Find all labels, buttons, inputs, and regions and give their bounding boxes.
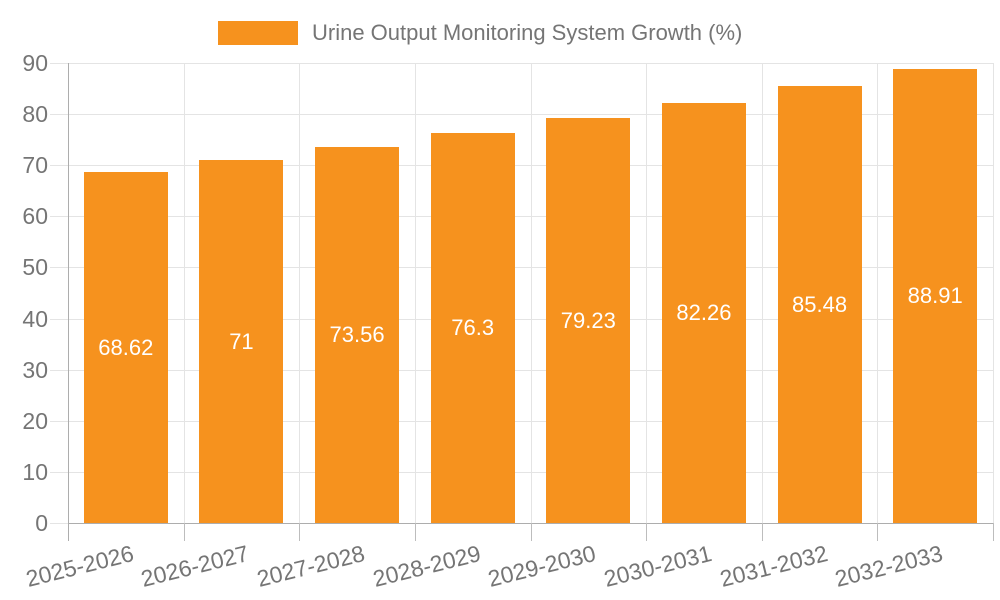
y-axis-label: 0 bbox=[35, 510, 48, 536]
y-tick bbox=[50, 216, 68, 218]
bar[interactable] bbox=[315, 147, 400, 523]
bar[interactable] bbox=[777, 86, 862, 523]
x-tick bbox=[993, 523, 994, 541]
x-tick bbox=[414, 523, 416, 541]
x-tick bbox=[877, 523, 879, 541]
v-gridline bbox=[414, 63, 416, 523]
bar[interactable] bbox=[893, 68, 978, 523]
y-axis-label: 40 bbox=[22, 305, 48, 332]
v-gridline bbox=[877, 63, 879, 523]
x-axis-label: 2029-2030 bbox=[485, 540, 599, 592]
y-axis-label: 30 bbox=[22, 356, 48, 383]
bar-value-label: 76.3 bbox=[451, 315, 495, 340]
x-axis-label: 2030-2031 bbox=[601, 540, 715, 592]
bar[interactable] bbox=[199, 160, 284, 523]
bar[interactable] bbox=[83, 172, 168, 523]
bar-value-label: 71 bbox=[229, 328, 254, 354]
x-axis-label: 2032-2033 bbox=[832, 540, 946, 592]
y-axis-label: 10 bbox=[22, 458, 48, 485]
x-tick bbox=[183, 523, 185, 541]
bar[interactable] bbox=[546, 118, 631, 523]
y-axis-label: 90 bbox=[22, 50, 48, 76]
bar[interactable] bbox=[661, 102, 746, 523]
bar-value-label: 68.62 bbox=[98, 334, 154, 360]
y-tick bbox=[50, 471, 68, 473]
x-tick bbox=[530, 523, 532, 541]
legend-swatch bbox=[218, 21, 298, 45]
x-tick bbox=[299, 523, 301, 541]
y-tick bbox=[50, 114, 68, 116]
y-tick bbox=[50, 420, 68, 422]
x-axis-label: 2025-2026 bbox=[23, 540, 137, 592]
v-gridline bbox=[183, 63, 185, 523]
x-tick bbox=[646, 523, 648, 541]
legend[interactable]: Urine Output Monitoring System Growth (%… bbox=[218, 20, 742, 46]
x-axis-label: 2027-2028 bbox=[254, 540, 368, 592]
bar-value-label: 73.56 bbox=[329, 322, 385, 347]
y-tick bbox=[50, 318, 68, 320]
x-axis-label: 2026-2027 bbox=[138, 540, 252, 592]
v-gridline bbox=[299, 63, 301, 523]
y-axis-line bbox=[68, 63, 69, 541]
y-axis-label: 60 bbox=[22, 203, 48, 230]
y-tick bbox=[50, 369, 68, 371]
y-tick bbox=[50, 267, 68, 269]
y-axis-label: 50 bbox=[22, 254, 48, 281]
y-tick bbox=[50, 523, 68, 524]
x-axis-label: 2031-2032 bbox=[716, 540, 830, 592]
bar-value-label: 88.91 bbox=[907, 282, 963, 308]
v-gridline bbox=[530, 63, 532, 523]
y-tick bbox=[50, 63, 68, 64]
x-axis-label: 2028-2029 bbox=[369, 540, 483, 592]
bar-value-label: 82.26 bbox=[676, 299, 732, 325]
bar[interactable] bbox=[430, 133, 515, 523]
y-axis-label: 20 bbox=[22, 407, 48, 434]
y-axis-label: 70 bbox=[22, 152, 48, 179]
v-gridline bbox=[993, 63, 994, 523]
legend-label: Urine Output Monitoring System Growth (%… bbox=[312, 20, 743, 45]
v-gridline bbox=[761, 63, 763, 523]
bar-value-label: 79.23 bbox=[560, 307, 616, 333]
bar-value-label: 85.48 bbox=[792, 291, 848, 317]
x-tick bbox=[761, 523, 763, 541]
y-axis-label: 80 bbox=[22, 101, 48, 128]
v-gridline bbox=[646, 63, 648, 523]
y-tick bbox=[50, 165, 68, 167]
